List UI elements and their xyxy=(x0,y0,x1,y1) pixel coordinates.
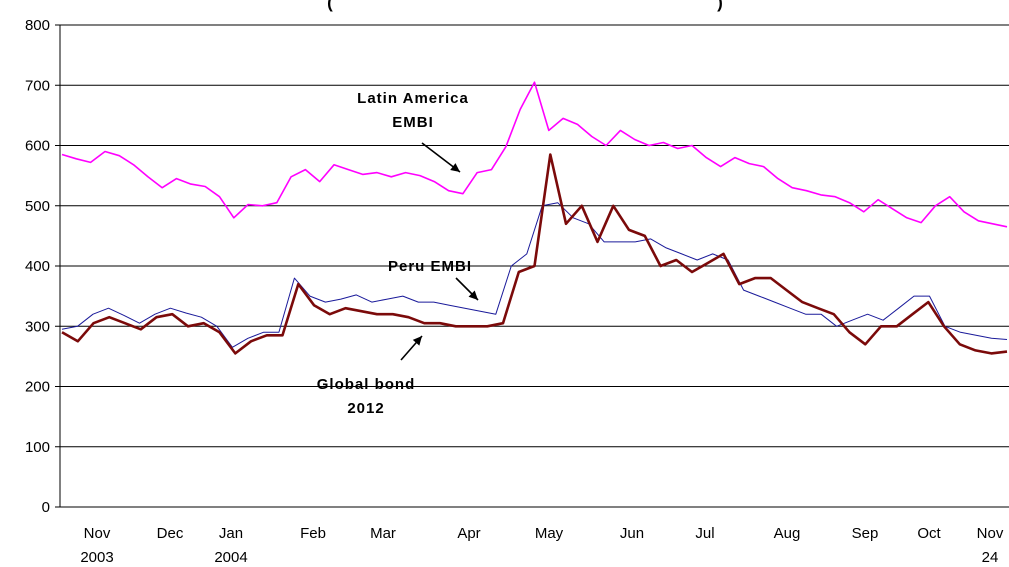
y-tick-label: 100 xyxy=(25,439,50,456)
x-tick-year: 2003 xyxy=(80,549,113,566)
annotations: Latin America EMBI Peru EMBI Global bond 201… xyxy=(317,90,478,417)
y-tick-label: 200 xyxy=(25,379,50,396)
y-tick-label: 700 xyxy=(25,77,50,94)
series-lines xyxy=(62,82,1007,353)
y-tick-label: 0 xyxy=(42,499,50,516)
x-axis-ticks: Nov 2003 Dec Jan 2004 Feb Mar Apr May Jun Jul Aug Se… xyxy=(80,525,1004,566)
x-tick-label: Feb xyxy=(300,525,326,542)
x-tick-label: Aug xyxy=(774,525,801,542)
y-axis-ticks: 0 100 200 300 400 500 600 700 800 xyxy=(25,17,60,516)
arrowhead xyxy=(450,163,460,172)
x-tick-label: Apr xyxy=(457,525,480,542)
chart-title-right: ) xyxy=(717,0,723,12)
x-tick-year: 2004 xyxy=(214,549,247,566)
y-tick-label: 300 xyxy=(25,318,50,335)
annotation-label: 2012 xyxy=(347,400,384,417)
x-tick-label: Sep xyxy=(852,525,879,542)
x-tick-label: May xyxy=(535,525,564,542)
x-tick-label: Jan xyxy=(219,525,243,542)
x-tick-label: Nov xyxy=(977,525,1004,542)
x-tick-label: Mar xyxy=(370,525,396,542)
x-tick-year: 24 xyxy=(982,549,999,566)
x-tick-label: Oct xyxy=(917,525,941,542)
gridlines xyxy=(60,25,1009,447)
y-tick-label: 800 xyxy=(25,17,50,34)
y-tick-label: 600 xyxy=(25,138,50,155)
annotation-label: Latin America xyxy=(357,90,469,107)
series-line xyxy=(62,82,1007,227)
annotation-label: Peru EMBI xyxy=(388,258,472,275)
annotation-label: EMBI xyxy=(392,114,434,131)
x-tick-label: Jun xyxy=(620,525,644,542)
x-tick-label: Dec xyxy=(157,525,184,542)
series-line xyxy=(62,155,1007,354)
chart-title: ( xyxy=(327,0,333,12)
annotation-label: Global bond xyxy=(317,376,416,393)
series-line xyxy=(62,203,1007,348)
x-tick-label: Nov xyxy=(84,525,111,542)
x-tick-label: Jul xyxy=(695,525,714,542)
y-tick-label: 500 xyxy=(25,198,50,215)
y-tick-label: 400 xyxy=(25,258,50,275)
